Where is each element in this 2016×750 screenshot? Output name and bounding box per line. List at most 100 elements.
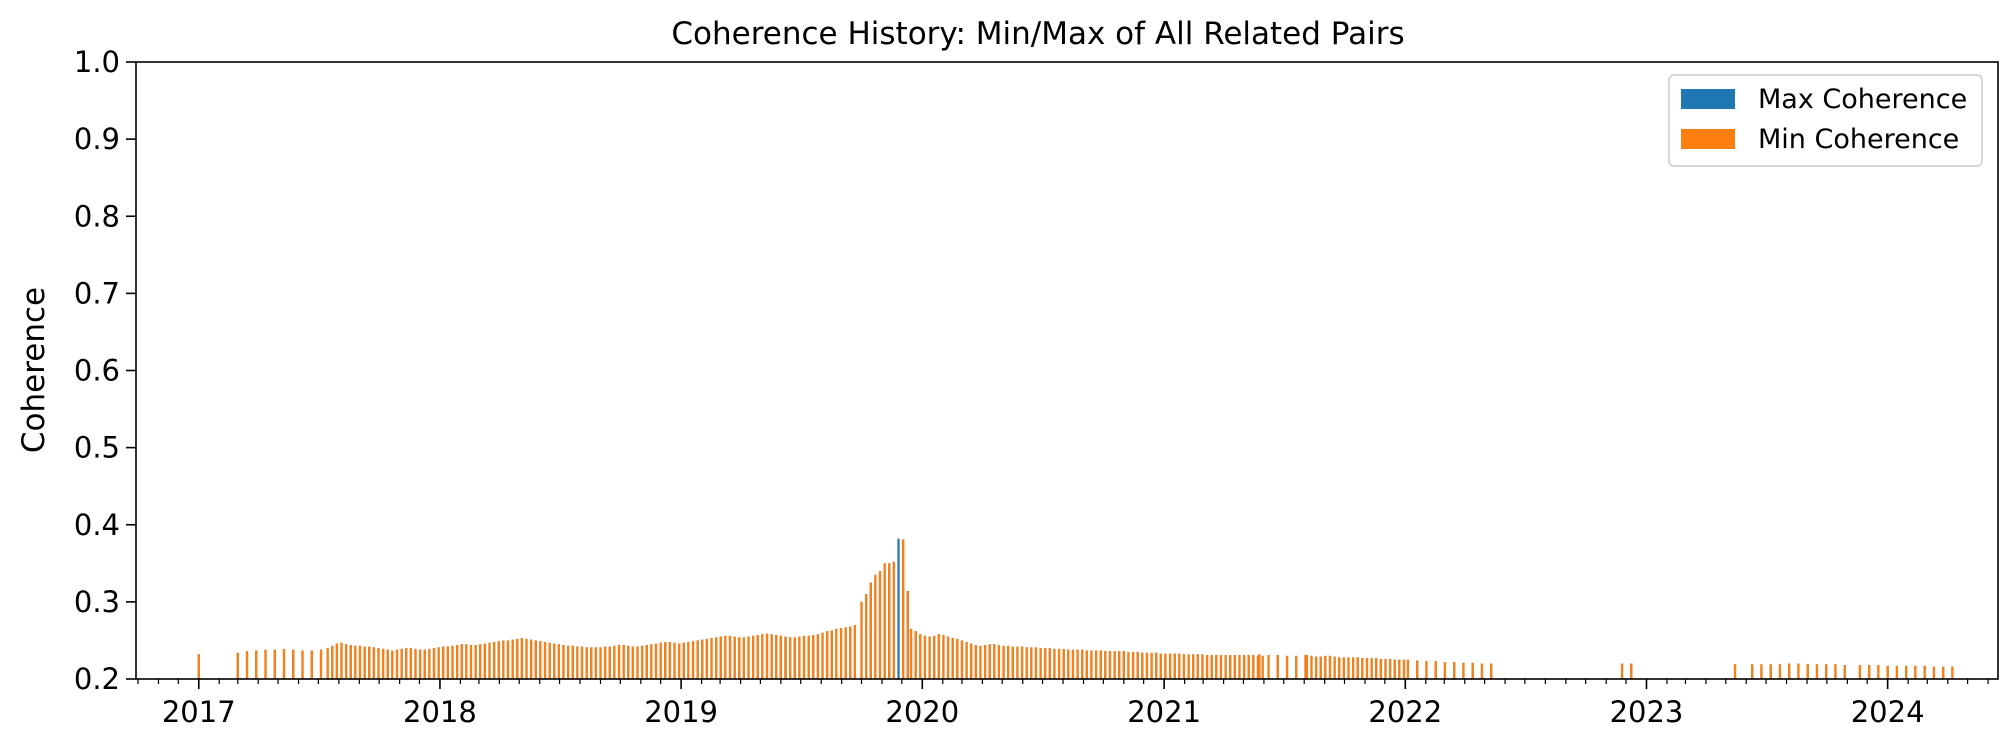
bar-min-coherence [1108, 651, 1112, 679]
bar-min-coherence [1150, 652, 1153, 679]
bar-min-coherence [1434, 661, 1437, 679]
bar-min-coherence [1173, 653, 1176, 679]
bar-min-coherence [979, 645, 982, 679]
bar-min-coherence [687, 641, 690, 679]
bar-min-coherence [548, 642, 551, 679]
bar-min-coherence [236, 652, 239, 679]
bar-min-coherence [1425, 661, 1428, 679]
bar-min-coherence [301, 650, 304, 679]
bar-min-coherence [1315, 656, 1318, 679]
legend-box [1668, 74, 1983, 167]
bar-min-coherence [844, 627, 847, 679]
bar-min-coherence [1285, 655, 1289, 679]
bar-min-coherence [571, 645, 574, 679]
bar-max-coherence [897, 538, 900, 679]
bar-min-coherence [839, 628, 843, 679]
bar-min-coherence [1389, 658, 1392, 679]
bar-min-coherence [1256, 655, 1260, 679]
bar-min-coherence [1071, 649, 1075, 679]
y-tick-label: 1.0 [74, 45, 120, 79]
bar-min-coherence [1276, 655, 1279, 679]
bar-min-coherence [1044, 648, 1047, 679]
bar-min-coherence [368, 646, 371, 679]
bar-min-coherence [608, 646, 611, 679]
bar-min-coherence [765, 633, 769, 679]
bar-min-coherence [793, 637, 796, 679]
bar-min-coherence [456, 645, 459, 679]
bar-min-coherence [363, 646, 366, 679]
bar-min-coherence [1356, 657, 1359, 679]
y-tick-label: 0.5 [74, 431, 120, 465]
bar-min-coherence [1324, 655, 1327, 679]
bar-min-coherence [245, 651, 249, 679]
bar-min-coherence [705, 638, 708, 679]
bar-min-coherence [1620, 663, 1624, 679]
bar-min-coherence [1393, 659, 1396, 679]
bar-min-coherence [1104, 651, 1107, 679]
bar-min-coherence [520, 638, 523, 679]
bar-min-coherence [255, 650, 258, 679]
y-axis: 0.2 0.3 0.4 0.5 0.6 0.7 0.8 0.9 1.0 [74, 45, 136, 696]
legend-swatch-min [1681, 129, 1735, 149]
bar-min-coherence [883, 563, 886, 679]
bar-min-coherence [974, 645, 977, 679]
bar-min-coherence [1342, 657, 1345, 679]
bar-min-coherence [599, 647, 602, 679]
bar-min-coherence [1224, 655, 1227, 679]
bar-min-coherence [1196, 654, 1199, 679]
bar-min-coherence [1453, 662, 1456, 679]
bar-min-coherence [437, 647, 440, 679]
bar-min-coherence [292, 649, 295, 679]
bar-min-coherence [1122, 651, 1125, 679]
bar-min-coherence [701, 639, 704, 679]
bar-min-coherence [335, 643, 338, 679]
bar-min-coherence [1379, 658, 1382, 679]
bar-min-coherence [1304, 655, 1307, 679]
bar-min-coherence [1751, 664, 1754, 679]
bar-min-coherence [1182, 654, 1186, 679]
bar-min-coherence [525, 638, 528, 679]
bar-min-coherence [807, 635, 810, 679]
x-tick-label: 2024 [1851, 695, 1925, 729]
bar-min-coherence [682, 642, 685, 679]
bar-min-coherence [747, 636, 750, 679]
bar-min-coherence [892, 561, 895, 679]
bar-min-coherence [382, 648, 385, 679]
bar-min-coherence [816, 634, 819, 679]
bar-min-coherence [273, 649, 276, 679]
bar-min-coherence [1201, 654, 1204, 679]
bar-min-coherence [423, 649, 426, 679]
bar-min-coherence [733, 636, 736, 679]
bar-min-coherence [1932, 666, 1936, 679]
bar-min-coherence [282, 648, 286, 679]
bar-min-coherence [1942, 666, 1945, 679]
bar-min-coherence [1733, 664, 1737, 679]
bar-min-coherence [956, 638, 959, 679]
bar-min-coherence [1081, 649, 1084, 679]
bar-min-coherence [1480, 663, 1484, 679]
bar-min-coherence [1834, 664, 1837, 679]
bar-min-coherence [756, 635, 759, 679]
bar-min-coherence [1778, 664, 1782, 679]
bar-min-coherence [909, 628, 913, 679]
y-tick-label: 0.7 [74, 276, 120, 310]
bar-min-coherence [742, 637, 745, 679]
bar-min-coherence [1057, 648, 1061, 679]
bar-min-coherence [557, 644, 560, 679]
bar-min-coherence [1141, 652, 1144, 679]
bar-min-coherence [553, 643, 556, 679]
bar-min-coherence [678, 643, 681, 679]
bar-min-coherence [483, 643, 486, 679]
bar-min-coherence [469, 645, 473, 679]
bar-min-coherence [428, 648, 431, 679]
bar-min-coherence [622, 645, 625, 679]
bar-min-coherence [719, 636, 722, 679]
bar-min-coherence [691, 641, 695, 679]
bar-min-coherence [802, 635, 806, 679]
bar-min-coherence [710, 638, 713, 679]
bar-min-coherence [1370, 658, 1373, 679]
x-axis: 2017 2018 2019 2020 2021 2022 2023 2024 [137, 679, 1989, 729]
bar-min-coherence [923, 635, 927, 679]
bar-min-coherence [442, 646, 445, 679]
